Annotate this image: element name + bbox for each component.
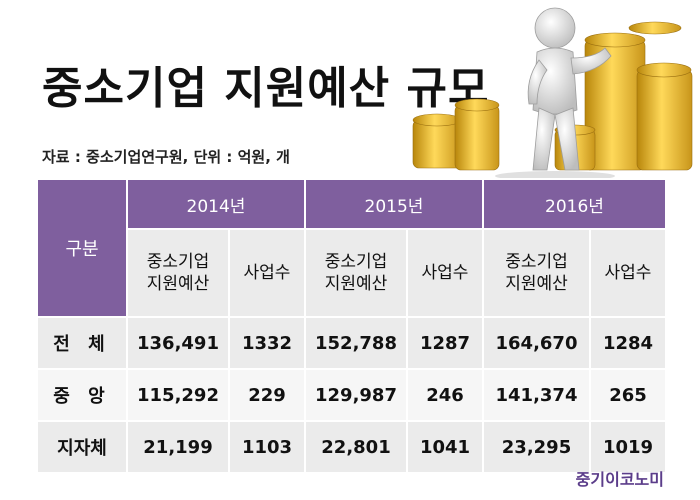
- source-note: 자료 : 중소기업연구원, 단위 : 억원, 개: [42, 148, 290, 166]
- page-title: 중소기업 지원예산 규모: [42, 63, 490, 114]
- data-cell: 1284: [589, 316, 667, 370]
- brand-logo: 중기이코노미: [575, 470, 664, 489]
- data-cell: 23,295: [482, 420, 591, 474]
- data-cell: 22,801: [304, 420, 408, 474]
- row-header-label: 구분: [65, 239, 99, 260]
- table-row: 중 앙 115,292 229 129,987 246 141,374 265: [36, 368, 667, 422]
- row-label-total: 전 체: [36, 316, 128, 370]
- data-cell: 164,670: [482, 316, 591, 370]
- row-header-cell: 구분: [36, 178, 128, 318]
- subheader-budget: 중소기업 지원예산: [482, 228, 591, 318]
- data-cell: 1041: [406, 420, 484, 474]
- data-cell: 129,987: [304, 368, 408, 422]
- data-cell: 246: [406, 368, 484, 422]
- gold-coins-illustration: [412, 7, 693, 181]
- table-row: 지자체 21,199 1103 22,801 1041 23,295 1019: [36, 420, 667, 474]
- data-cell: 1287: [406, 316, 484, 370]
- data-cell: 1019: [589, 420, 667, 474]
- data-cell: 21,199: [126, 420, 230, 474]
- row-label-local: 지자체: [36, 420, 128, 474]
- subheader-count: 사업수: [228, 228, 306, 318]
- data-cell: 141,374: [482, 368, 591, 422]
- data-cell: 1103: [228, 420, 306, 474]
- data-cell: 229: [228, 368, 306, 422]
- subheader-count: 사업수: [589, 228, 667, 318]
- year-header-2015: 2015년: [304, 178, 484, 230]
- subheader-budget: 중소기업 지원예산: [304, 228, 408, 318]
- data-cell: 265: [589, 368, 667, 422]
- data-cell: 115,292: [126, 368, 230, 422]
- subheader-budget: 중소기업 지원예산: [126, 228, 230, 318]
- table-row: 전 체 136,491 1332 152,788 1287 164,670 12…: [36, 316, 667, 370]
- year-header-2016: 2016년: [482, 178, 667, 230]
- data-cell: 136,491: [126, 316, 230, 370]
- subheader-count: 사업수: [406, 228, 484, 318]
- row-label-central: 중 앙: [36, 368, 128, 422]
- data-cell: 1332: [228, 316, 306, 370]
- year-header-2014: 2014년: [126, 178, 306, 230]
- data-cell: 152,788: [304, 316, 408, 370]
- budget-table: 구분 2014년 2015년 2016년 중소기업 지원예산 사업수 중소기업 지원…: [36, 178, 667, 474]
